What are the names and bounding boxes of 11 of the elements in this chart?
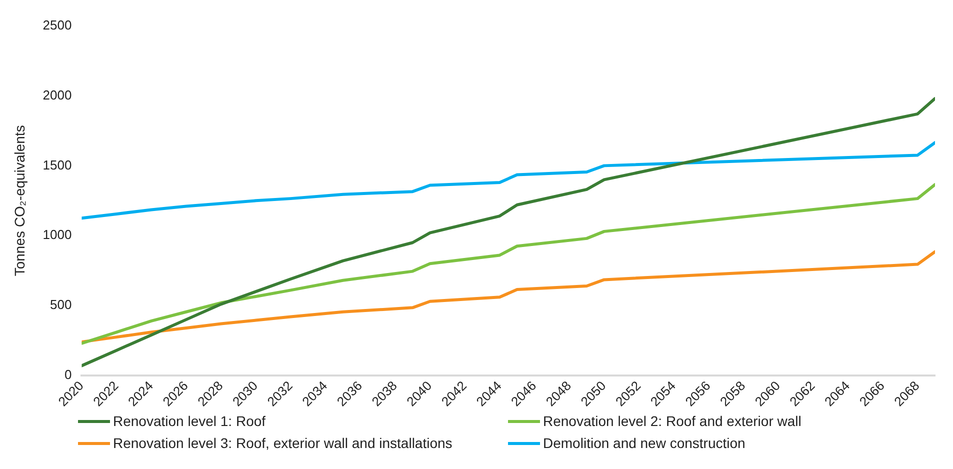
y-tick-label: 2500 bbox=[42, 17, 72, 32]
legend-label: Demolition and new construction bbox=[543, 435, 746, 451]
y-tick-label: 1500 bbox=[42, 157, 72, 172]
legend-label: Renovation level 1: Roof bbox=[113, 413, 266, 429]
legend-label: Renovation level 3: Roof, exterior wall and installations bbox=[113, 435, 452, 451]
y-tick-label: 2000 bbox=[42, 87, 72, 102]
y-tick-label: 1000 bbox=[42, 227, 72, 242]
y-tick-label: 0 bbox=[64, 367, 72, 382]
y-tick-label: 500 bbox=[50, 297, 72, 312]
y-axis-title: Tonnes CO₂-equivalents bbox=[11, 125, 28, 276]
legend-label: Renovation level 2: Roof and exterior wall bbox=[543, 413, 802, 429]
